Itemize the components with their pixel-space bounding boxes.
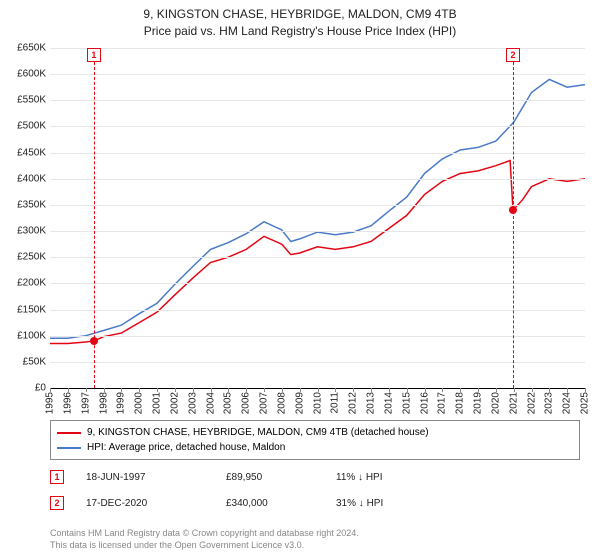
footer-line1: Contains HM Land Registry data © Crown c… xyxy=(50,528,580,540)
chart-lines xyxy=(50,48,585,388)
x-axis-label: 2007 xyxy=(259,392,270,414)
x-axis-label: 2002 xyxy=(169,392,180,414)
x-axis-label: 2023 xyxy=(544,392,555,414)
y-axis-label: £600K xyxy=(2,69,46,80)
x-axis-label: 2010 xyxy=(312,392,323,414)
legend-row-property: 9, KINGSTON CHASE, HEYBRIDGE, MALDON, CM… xyxy=(57,425,573,440)
x-axis-label: 2018 xyxy=(455,392,466,414)
footer-note: Contains HM Land Registry data © Crown c… xyxy=(50,528,580,551)
x-axis-label: 1995 xyxy=(45,392,56,414)
x-axis-label: 2024 xyxy=(562,392,573,414)
x-axis-label: 2009 xyxy=(294,392,305,414)
transaction-delta: 11% ↓ HPI xyxy=(336,472,383,483)
title-line1: 9, KINGSTON CHASE, HEYBRIDGE, MALDON, CM… xyxy=(0,6,600,23)
x-axis-label: 2005 xyxy=(223,392,234,414)
x-axis-label: 2008 xyxy=(276,392,287,414)
x-axis-label: 1998 xyxy=(98,392,109,414)
x-axis-label: 2019 xyxy=(473,392,484,414)
title-area: 9, KINGSTON CHASE, HEYBRIDGE, MALDON, CM… xyxy=(0,0,600,40)
x-axis-label: 2003 xyxy=(187,392,198,414)
y-axis-label: £650K xyxy=(2,43,46,54)
x-axis-label: 2016 xyxy=(419,392,430,414)
legend-swatch-property xyxy=(57,432,81,434)
y-axis-label: £400K xyxy=(2,173,46,184)
title-line2: Price paid vs. HM Land Registry's House … xyxy=(0,23,600,40)
plot-region: £0£50K£100K£150K£200K£250K£300K£350K£400… xyxy=(50,48,585,389)
x-axis-label: 2004 xyxy=(205,392,216,414)
x-axis-label: 2006 xyxy=(241,392,252,414)
y-axis-label: £450K xyxy=(2,147,46,158)
x-axis-label: 2001 xyxy=(152,392,163,414)
y-axis-label: £500K xyxy=(2,121,46,132)
chart-area: £0£50K£100K£150K£200K£250K£300K£350K£400… xyxy=(50,48,585,388)
x-axis-label: 2020 xyxy=(490,392,501,414)
x-axis-label: 2021 xyxy=(508,392,519,414)
data-point-dot xyxy=(509,206,517,214)
transaction-delta: 31% ↓ HPI xyxy=(336,498,383,509)
transaction-marker: 1 xyxy=(50,470,64,484)
y-axis-label: £300K xyxy=(2,226,46,237)
y-axis-label: £350K xyxy=(2,199,46,210)
transaction-date: 18-JUN-1997 xyxy=(86,472,226,483)
y-axis-label: £550K xyxy=(2,95,46,106)
transaction-row: 1 18-JUN-1997 £89,950 11% ↓ HPI xyxy=(50,470,580,484)
x-axis-label: 1999 xyxy=(116,392,127,414)
x-axis-label: 2022 xyxy=(526,392,537,414)
transaction-price: £340,000 xyxy=(226,498,336,509)
chart-container: 9, KINGSTON CHASE, HEYBRIDGE, MALDON, CM… xyxy=(0,0,600,560)
x-axis-label: 2015 xyxy=(401,392,412,414)
x-axis-label: 2017 xyxy=(437,392,448,414)
transaction-marker: 2 xyxy=(50,496,64,510)
y-axis-label: £250K xyxy=(2,252,46,263)
x-axis-label: 2013 xyxy=(366,392,377,414)
x-axis-label: 2000 xyxy=(134,392,145,414)
y-axis-label: £50K xyxy=(2,356,46,367)
x-axis-label: 2011 xyxy=(330,392,341,414)
chart-marker: 1 xyxy=(87,48,101,62)
x-axis-label: 2014 xyxy=(383,392,394,414)
transaction-price: £89,950 xyxy=(226,472,336,483)
legend-swatch-hpi xyxy=(57,447,81,449)
y-axis-label: £100K xyxy=(2,330,46,341)
x-axis-label: 2012 xyxy=(348,392,359,414)
legend-label-hpi: HPI: Average price, detached house, Mald… xyxy=(87,440,285,455)
legend-row-hpi: HPI: Average price, detached house, Mald… xyxy=(57,440,573,455)
x-axis-label: 2025 xyxy=(580,392,591,414)
legend: 9, KINGSTON CHASE, HEYBRIDGE, MALDON, CM… xyxy=(50,420,580,460)
x-axis-label: 1997 xyxy=(80,392,91,414)
footer-line2: This data is licensed under the Open Gov… xyxy=(50,540,580,552)
transaction-row: 2 17-DEC-2020 £340,000 31% ↓ HPI xyxy=(50,496,580,510)
data-point-dot xyxy=(90,337,98,345)
chart-marker: 2 xyxy=(506,48,520,62)
transaction-date: 17-DEC-2020 xyxy=(86,498,226,509)
y-axis-label: £200K xyxy=(2,278,46,289)
y-axis-label: £150K xyxy=(2,304,46,315)
x-axis-label: 1996 xyxy=(62,392,73,414)
legend-label-property: 9, KINGSTON CHASE, HEYBRIDGE, MALDON, CM… xyxy=(87,425,429,440)
y-axis-label: £0 xyxy=(2,383,46,394)
